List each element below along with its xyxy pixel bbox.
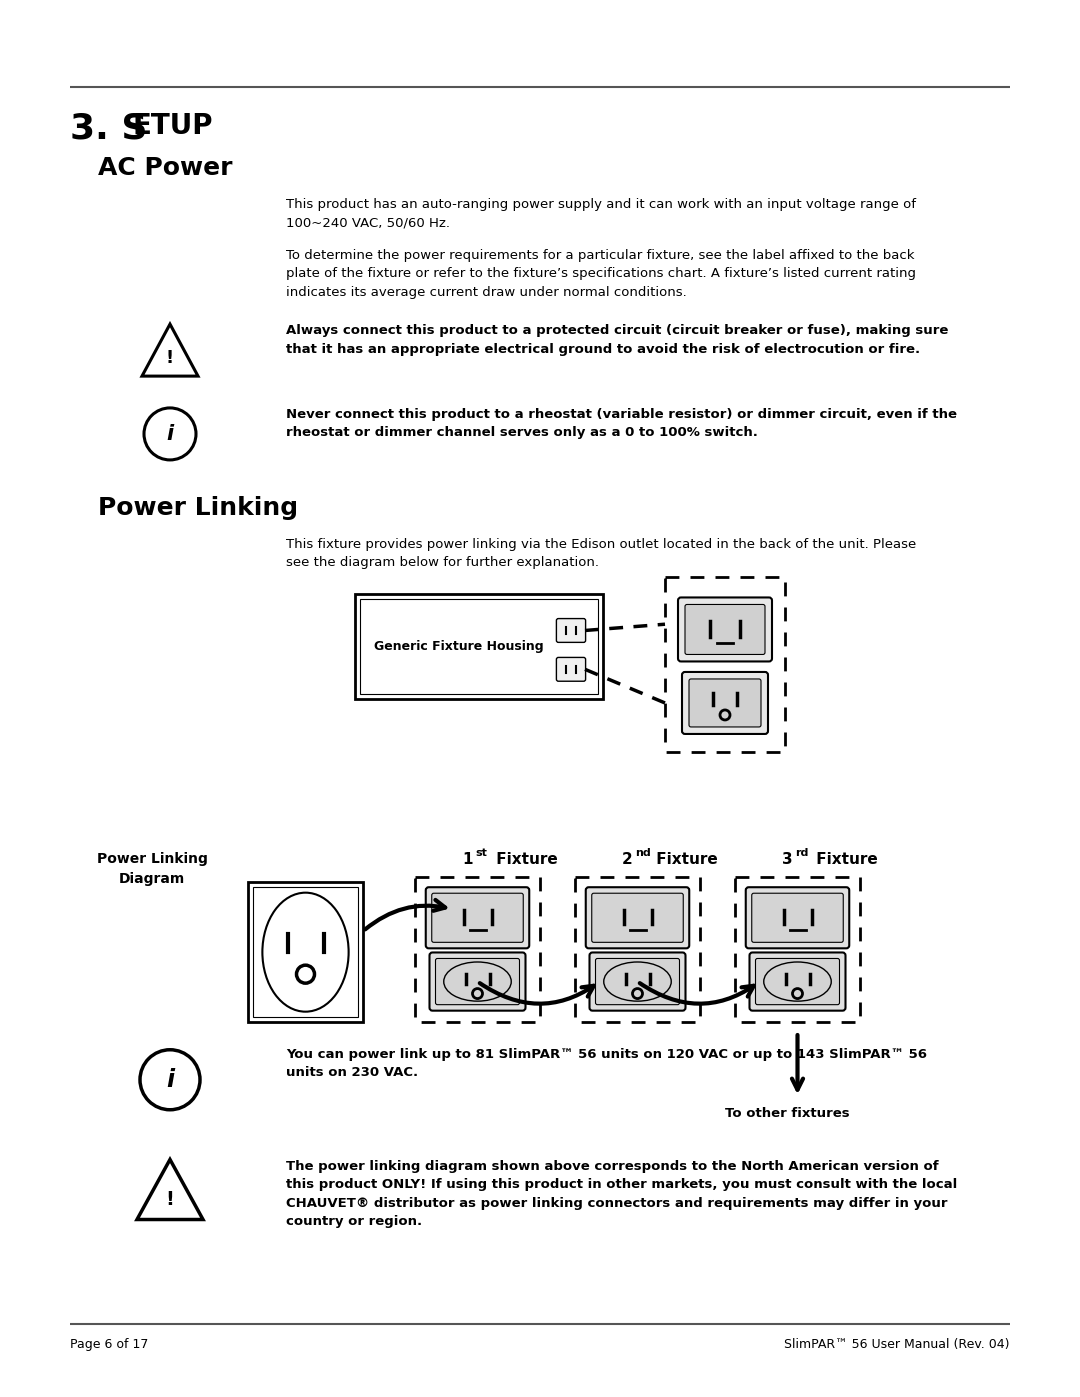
Text: SlimPAR™ 56 User Manual (Rev. 04): SlimPAR™ 56 User Manual (Rev. 04) bbox=[784, 1338, 1010, 1351]
FancyBboxPatch shape bbox=[426, 887, 529, 949]
FancyBboxPatch shape bbox=[735, 877, 860, 1023]
FancyBboxPatch shape bbox=[590, 953, 686, 1010]
FancyBboxPatch shape bbox=[685, 605, 765, 654]
Text: Fixture: Fixture bbox=[651, 852, 718, 868]
FancyBboxPatch shape bbox=[750, 953, 846, 1010]
FancyBboxPatch shape bbox=[746, 887, 849, 949]
FancyBboxPatch shape bbox=[248, 882, 363, 1023]
FancyBboxPatch shape bbox=[556, 658, 585, 682]
Text: This product has an auto-ranging power supply and it can work with an input volt: This product has an auto-ranging power s… bbox=[286, 198, 916, 231]
Text: 3: 3 bbox=[782, 852, 793, 868]
FancyBboxPatch shape bbox=[595, 958, 679, 1004]
Text: Diagram: Diagram bbox=[119, 872, 185, 886]
FancyBboxPatch shape bbox=[678, 598, 772, 661]
Text: The power linking diagram shown above corresponds to the North American version : The power linking diagram shown above co… bbox=[286, 1160, 958, 1228]
Text: st: st bbox=[475, 848, 487, 858]
FancyBboxPatch shape bbox=[585, 887, 689, 949]
FancyBboxPatch shape bbox=[681, 672, 768, 733]
Text: rd: rd bbox=[795, 848, 808, 858]
Text: ETUP: ETUP bbox=[132, 112, 213, 140]
Text: Power Linking: Power Linking bbox=[96, 852, 207, 866]
Text: This fixture provides power linking via the Edison outlet located in the back of: This fixture provides power linking via … bbox=[286, 538, 917, 570]
FancyBboxPatch shape bbox=[432, 893, 523, 943]
Text: !: ! bbox=[165, 1190, 175, 1208]
Text: AC Power: AC Power bbox=[98, 156, 232, 180]
Text: 3. S: 3. S bbox=[70, 112, 148, 145]
FancyBboxPatch shape bbox=[556, 619, 585, 643]
Text: !: ! bbox=[166, 349, 174, 367]
FancyBboxPatch shape bbox=[756, 958, 839, 1004]
Text: nd: nd bbox=[635, 848, 651, 858]
Text: Generic Fixture Housing: Generic Fixture Housing bbox=[375, 640, 544, 652]
FancyBboxPatch shape bbox=[253, 887, 357, 1017]
Text: i: i bbox=[166, 1067, 174, 1091]
Text: 1: 1 bbox=[462, 852, 473, 868]
Text: You can power link up to 81 SlimPAR™ 56 units on 120 VAC or up to 143 SlimPAR™ 5: You can power link up to 81 SlimPAR™ 56 … bbox=[286, 1048, 928, 1080]
Text: To other fixtures: To other fixtures bbox=[725, 1108, 850, 1120]
FancyBboxPatch shape bbox=[355, 594, 603, 698]
FancyBboxPatch shape bbox=[360, 599, 598, 694]
FancyBboxPatch shape bbox=[752, 893, 843, 943]
Text: Never connect this product to a rheostat (variable resistor) or dimmer circuit, : Never connect this product to a rheostat… bbox=[286, 408, 957, 440]
FancyBboxPatch shape bbox=[689, 679, 761, 726]
FancyBboxPatch shape bbox=[665, 577, 785, 752]
FancyBboxPatch shape bbox=[435, 958, 519, 1004]
Text: 2: 2 bbox=[622, 852, 633, 868]
FancyBboxPatch shape bbox=[592, 893, 684, 943]
Text: i: i bbox=[166, 423, 174, 444]
Ellipse shape bbox=[262, 893, 349, 1011]
Text: Power Linking: Power Linking bbox=[98, 496, 298, 520]
Text: To determine the power requirements for a particular fixture, see the label affi: To determine the power requirements for … bbox=[286, 249, 916, 299]
Text: Always connect this product to a protected circuit (circuit breaker or fuse), ma: Always connect this product to a protect… bbox=[286, 324, 948, 356]
Text: Page 6 of 17: Page 6 of 17 bbox=[70, 1338, 149, 1351]
FancyBboxPatch shape bbox=[415, 877, 540, 1023]
Text: Fixture: Fixture bbox=[491, 852, 557, 868]
FancyBboxPatch shape bbox=[430, 953, 526, 1010]
FancyBboxPatch shape bbox=[575, 877, 700, 1023]
Text: Fixture: Fixture bbox=[811, 852, 878, 868]
